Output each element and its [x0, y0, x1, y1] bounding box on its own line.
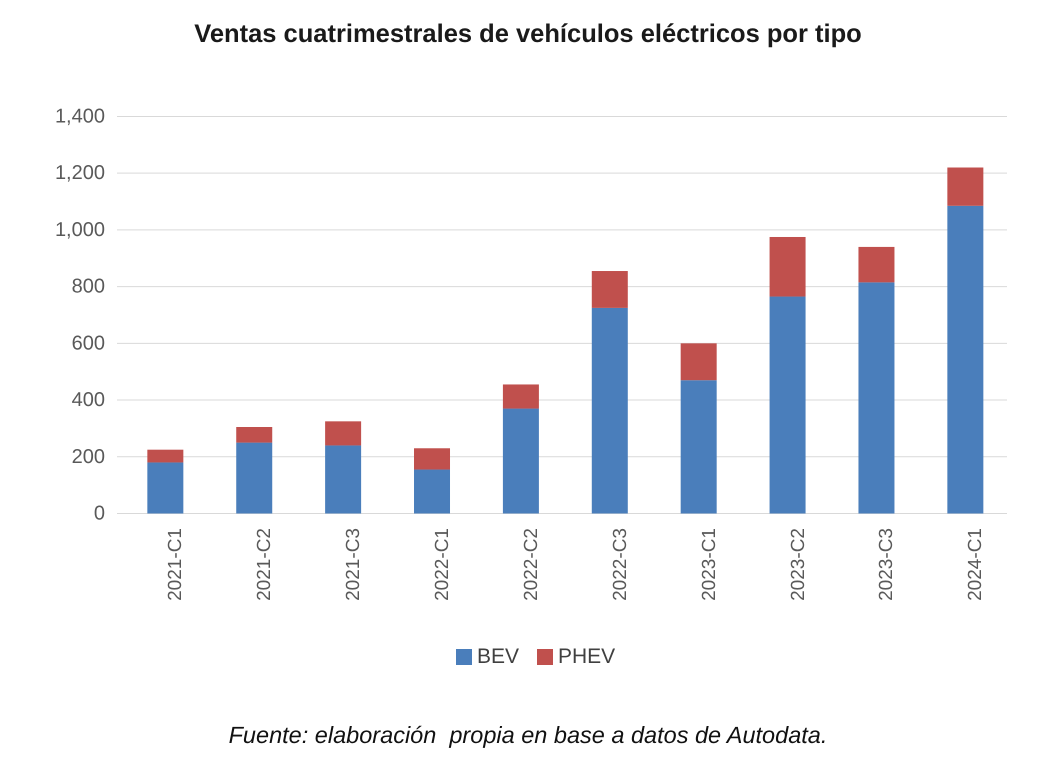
svg-text:BEV: BEV — [477, 645, 519, 668]
svg-text:0: 0 — [94, 503, 105, 525]
svg-text:200: 200 — [72, 446, 105, 468]
svg-text:400: 400 — [72, 389, 105, 411]
svg-text:600: 600 — [72, 332, 105, 354]
svg-text:1,200: 1,200 — [55, 162, 105, 184]
svg-text:1,000: 1,000 — [55, 219, 105, 241]
svg-text:1,400: 1,400 — [55, 105, 105, 127]
svg-text:800: 800 — [72, 276, 105, 298]
svg-text:PHEV: PHEV — [558, 645, 615, 668]
